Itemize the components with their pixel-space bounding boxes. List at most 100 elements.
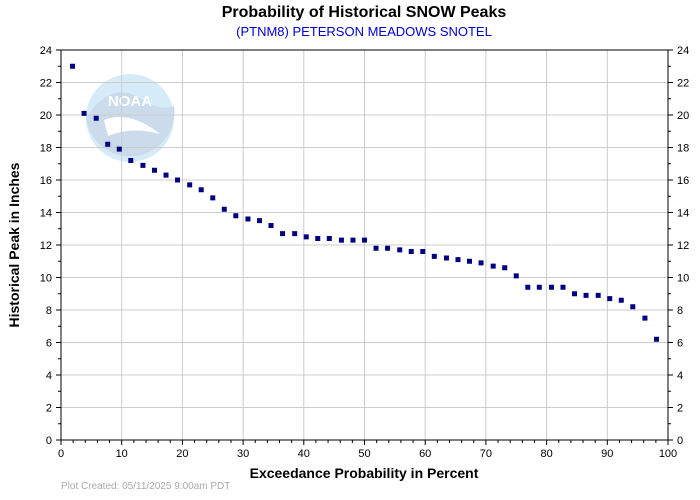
data-point <box>280 231 286 237</box>
y-tick-label-left: 2 <box>46 403 52 415</box>
data-point <box>560 284 566 290</box>
data-point <box>81 110 87 116</box>
y-tick-label-right: 4 <box>677 370 683 382</box>
y-tick-label-right: 6 <box>677 338 683 350</box>
y-tick-label-right: 20 <box>677 110 689 122</box>
y-axis-label: Historical Peak in Inches <box>6 162 22 327</box>
data-point <box>525 284 531 290</box>
noaa-logo-gull <box>104 117 160 136</box>
x-tick-label: 10 <box>116 448 128 460</box>
noaa-logo-watermark: NOAA <box>86 74 175 162</box>
y-tick-label-right: 24 <box>677 45 689 57</box>
data-point <box>431 253 437 259</box>
data-point <box>315 236 321 241</box>
data-point <box>397 247 403 253</box>
y-tick-label-right: 0 <box>677 435 683 447</box>
y-tick-label-left: 0 <box>46 435 52 447</box>
data-point <box>175 177 181 183</box>
y-tick-label-right: 8 <box>677 305 683 317</box>
y-tick-label-left: 12 <box>40 240 52 252</box>
y-tick-label-right: 16 <box>677 175 689 187</box>
data-point <box>151 167 157 173</box>
data-point <box>478 260 484 266</box>
data-point <box>548 284 554 290</box>
data-point <box>618 297 624 303</box>
x-tick-label: 0 <box>58 448 64 460</box>
y-tick-label-left: 10 <box>40 273 52 285</box>
chart-title: Probability of Historical SNOW Peaks <box>222 4 507 21</box>
data-point <box>630 304 636 310</box>
y-tick-label-left: 14 <box>40 208 52 220</box>
data-point <box>443 255 449 261</box>
data-point <box>420 249 426 254</box>
noaa-logo-text: NOAA <box>108 93 152 110</box>
data-point <box>221 206 227 212</box>
data-point <box>245 216 251 222</box>
noaa-logo-wave <box>86 92 175 157</box>
data-point <box>256 218 262 224</box>
noaa-logo-circle <box>86 74 174 162</box>
data-point <box>163 172 169 178</box>
x-tick-label: 20 <box>176 448 188 460</box>
y-tick-label-right: 18 <box>677 143 689 155</box>
data-point <box>583 292 589 298</box>
data-point <box>140 162 146 168</box>
chart-subtitle: (PTNM8) PETERSON MEADOWS SNOTEL <box>236 24 492 39</box>
data-points <box>70 63 659 342</box>
data-point <box>362 237 367 243</box>
x-tick-label: 70 <box>480 448 492 460</box>
data-point <box>128 158 134 163</box>
y-tick-label-left: 4 <box>46 370 52 382</box>
y-tick-label-right: 2 <box>677 403 683 415</box>
data-point <box>268 223 274 228</box>
x-axis-label: Exceedance Probability in Percent <box>250 465 479 481</box>
data-point <box>536 284 542 290</box>
data-point <box>326 236 332 241</box>
data-point <box>467 258 473 264</box>
data-point <box>502 265 508 271</box>
data-point <box>350 237 356 243</box>
data-point <box>93 115 99 121</box>
y-tick-label-right: 10 <box>677 273 689 285</box>
data-point <box>303 234 309 240</box>
x-tick-label: 80 <box>540 448 552 460</box>
data-point <box>105 141 111 147</box>
data-point <box>595 292 601 298</box>
y-tick-label-right: 22 <box>677 78 689 90</box>
plot-created-footer: Plot Created: 05/11/2025 9:00am PDT <box>61 481 230 492</box>
data-point <box>572 291 578 297</box>
data-point <box>490 263 496 269</box>
y-tick-label-right: 12 <box>677 240 689 252</box>
data-point <box>455 257 461 263</box>
data-point <box>607 296 613 302</box>
y-tick-label-left: 20 <box>40 110 52 122</box>
y-tick-label-left: 18 <box>40 143 52 155</box>
grid <box>61 50 668 440</box>
y-tick-label-left: 6 <box>46 338 52 350</box>
data-point <box>408 249 414 254</box>
y-tick-label-left: 24 <box>40 45 52 57</box>
data-point <box>210 195 216 201</box>
y-tick-label-right: 14 <box>677 208 689 220</box>
data-point <box>233 213 239 219</box>
data-point <box>373 245 379 251</box>
data-point <box>292 231 298 237</box>
data-point <box>513 273 519 279</box>
data-point <box>187 182 193 188</box>
data-point <box>338 237 344 243</box>
x-tick-label: 30 <box>237 448 249 460</box>
x-tick-label: 50 <box>358 448 370 460</box>
data-point <box>70 63 76 69</box>
data-point <box>385 245 391 251</box>
data-point <box>198 187 204 193</box>
y-tick-label-left: 16 <box>40 175 52 187</box>
data-point <box>653 336 659 342</box>
data-point <box>116 146 122 152</box>
y-tick-label-left: 22 <box>40 78 52 90</box>
x-tick-label: 90 <box>601 448 613 460</box>
x-tick-label: 100 <box>659 448 677 460</box>
x-tick-label: 60 <box>419 448 431 460</box>
y-tick-label-left: 8 <box>46 305 52 317</box>
